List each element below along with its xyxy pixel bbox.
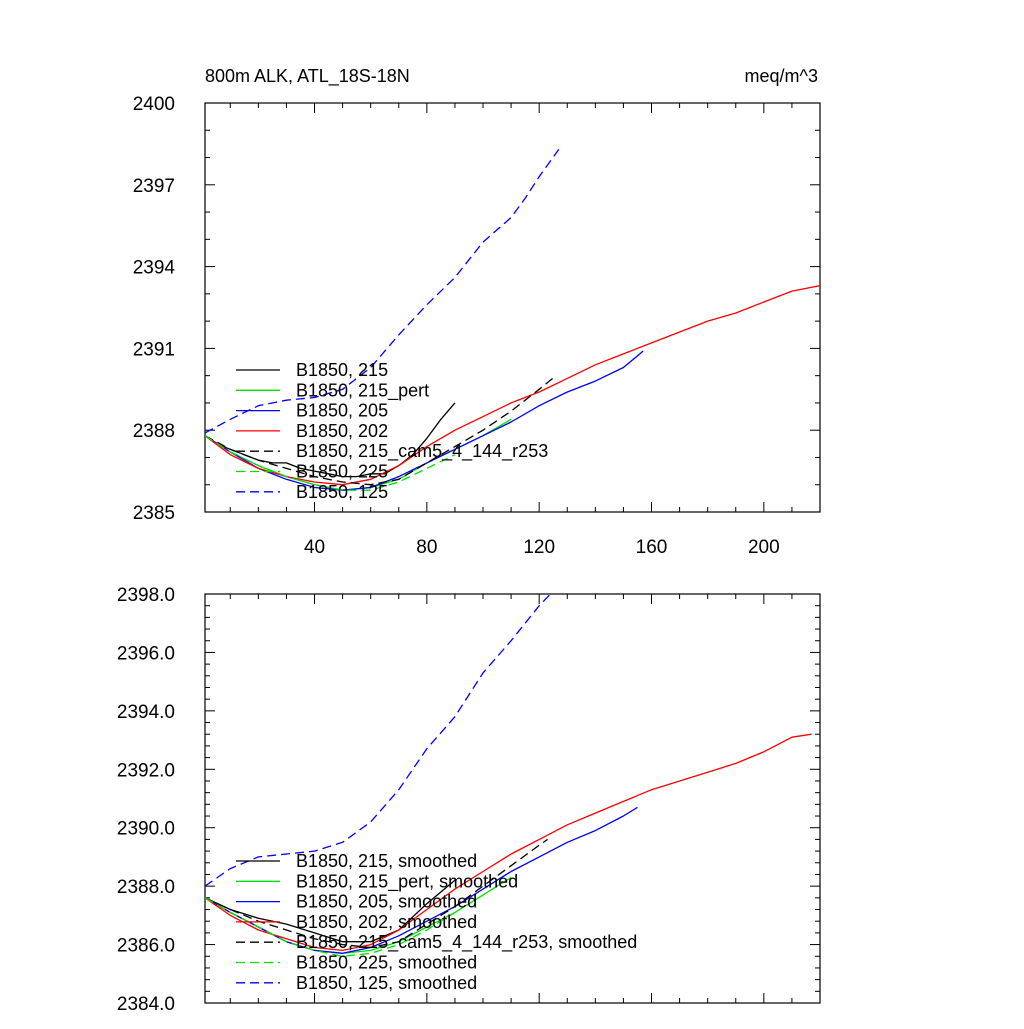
legend-label: B1850, 202 bbox=[296, 421, 388, 441]
series-line-6 bbox=[205, 435, 456, 491]
series-group bbox=[205, 149, 820, 491]
y-tick-label: 2394.0 bbox=[117, 702, 175, 723]
plot-frame bbox=[204, 102, 821, 513]
series-line-1 bbox=[205, 879, 456, 943]
series-line-4 bbox=[205, 733, 812, 952]
y-tick-label: 2385 bbox=[133, 503, 175, 524]
x-tick-label: 200 bbox=[748, 537, 780, 558]
y-tick-label: 2394 bbox=[133, 258, 176, 279]
bottom-panel: 2384.0 2386.0 2388.0 2390.0 2392.0 2394.0 2396… bbox=[117, 585, 821, 1015]
units-label: meq/m^3 bbox=[745, 66, 818, 86]
series-line-4 bbox=[205, 285, 820, 486]
legend-label: B1850, 215_cam5_4_144_r253 bbox=[296, 441, 548, 462]
series-line-6 bbox=[205, 897, 456, 957]
legend-label: B1850, 202, smoothed bbox=[296, 912, 477, 932]
y-tick-label: 2390.0 bbox=[117, 819, 175, 840]
series-line-7 bbox=[205, 149, 560, 434]
legend-label: B1850, 125 bbox=[296, 482, 388, 502]
x-tick-label: 40 bbox=[304, 537, 325, 558]
legend-label: B1850, 205, smoothed bbox=[296, 892, 477, 912]
series-line-5 bbox=[205, 375, 557, 486]
x-tick-label: 120 bbox=[523, 537, 555, 558]
y-tick-label: 2397 bbox=[133, 176, 175, 197]
legend-label: B1850, 125, smoothed bbox=[296, 973, 477, 993]
legend-label: B1850, 225, smoothed bbox=[296, 953, 477, 973]
y-tick-label: 2396.0 bbox=[117, 643, 175, 664]
y-tick-label: 2398.0 bbox=[117, 585, 175, 606]
legend-label: B1850, 215, smoothed bbox=[296, 851, 477, 871]
series-line-3 bbox=[205, 350, 644, 491]
series-group bbox=[205, 594, 812, 957]
y-tick-label: 2392.0 bbox=[117, 760, 175, 781]
legend-label: B1850, 225 bbox=[296, 462, 388, 482]
chart-title: 800m ALK, ATL_18S-18N bbox=[205, 66, 410, 87]
x-tick-label: 80 bbox=[416, 537, 437, 558]
y-tick-label: 2391 bbox=[133, 339, 175, 360]
x-tick-label: 160 bbox=[636, 537, 668, 558]
y-tick-label: 2384.0 bbox=[117, 994, 175, 1015]
series-line-5 bbox=[205, 838, 548, 949]
series-line-7 bbox=[205, 594, 551, 887]
legend-label: B1850, 205 bbox=[296, 401, 388, 421]
legend-label: B1850, 215_cam5_4_144_r253, smoothed bbox=[296, 932, 637, 953]
y-tick-label: 2400 bbox=[133, 94, 175, 115]
plot-frame bbox=[204, 593, 821, 1004]
y-tick-label: 2388.0 bbox=[117, 877, 175, 898]
legend-label: B1850, 215_pert, smoothed bbox=[296, 871, 518, 892]
top-panel: 40 80 120 160 200 2385 2388 2391 2394 2397 2400 800… bbox=[133, 66, 821, 558]
series-line-3 bbox=[205, 806, 638, 954]
y-tick-label: 2388 bbox=[133, 421, 175, 442]
y-tick-label: 2386.0 bbox=[117, 936, 175, 957]
legend-label: B1850, 215 bbox=[296, 360, 388, 380]
legend-label: B1850, 215_pert bbox=[296, 380, 429, 401]
